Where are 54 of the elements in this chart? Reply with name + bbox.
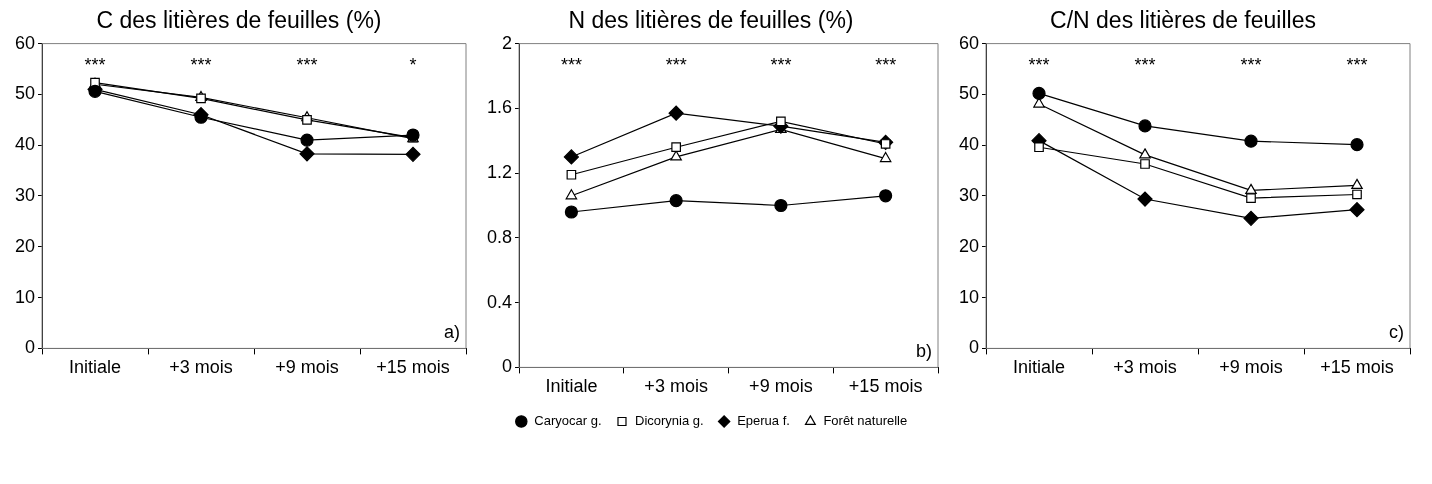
annotation: *** [875, 54, 897, 75]
annotation: *** [296, 54, 318, 75]
y-tick-label: 0 [969, 337, 980, 358]
y-tick-label: 60 [14, 32, 36, 53]
annotation: c) [1389, 322, 1404, 343]
annotation: *** [665, 54, 687, 75]
x-tick-label: +3 mois [169, 357, 233, 378]
y-tick-label: 0.4 [486, 291, 513, 312]
y-tick-label: 50 [14, 83, 36, 104]
annotation: *** [560, 54, 582, 75]
y-tick-label: 10 [14, 286, 36, 307]
y-tick-label: 30 [958, 184, 980, 205]
x-tick-label: +3 mois [644, 376, 708, 397]
chart-title: N des litières de feuilles (%) [568, 7, 854, 34]
x-tick-label: Initiale [69, 357, 122, 378]
x-tick-label: Initiale [545, 376, 598, 397]
y-tick-label: 20 [14, 235, 36, 256]
y-tick-label: 20 [958, 235, 980, 256]
x-tick-label: +15 mois [376, 357, 450, 378]
y-tick-label: 40 [958, 134, 980, 155]
y-tick-label: 10 [958, 286, 980, 307]
annotation: *** [1134, 54, 1156, 75]
y-tick-label: 40 [14, 134, 36, 155]
legend-label: Eperua f. [737, 413, 790, 429]
chart-title: C/N des litières de feuilles [1050, 7, 1316, 34]
x-tick-label: +9 mois [1219, 357, 1283, 378]
x-tick-label: +15 mois [1320, 357, 1394, 378]
legend-label: Caryocar g. [534, 413, 602, 429]
y-tick-label: 0 [25, 337, 36, 358]
y-tick-label: 2 [502, 32, 513, 53]
y-tick-label: 50 [958, 83, 980, 104]
annotation: *** [770, 54, 792, 75]
annotation: *** [84, 54, 106, 75]
legend-label: Forêt naturelle [823, 413, 908, 429]
x-tick-label: +9 mois [749, 376, 813, 397]
chart-title: C des litières de feuilles (%) [96, 7, 382, 34]
annotation: *** [190, 54, 212, 75]
annotation: *** [1240, 54, 1262, 75]
y-tick-label: 0.8 [486, 226, 513, 247]
annotation: a) [443, 322, 460, 343]
legend-label: Dicorynia g. [634, 413, 704, 429]
x-tick-label: +9 mois [275, 357, 339, 378]
y-tick-label: 60 [958, 32, 980, 53]
x-tick-label: +3 mois [1113, 357, 1177, 378]
annotation: * [409, 54, 417, 75]
y-tick-label: 1.6 [486, 97, 513, 118]
annotation: b) [915, 341, 932, 362]
x-tick-label: +15 mois [848, 376, 923, 397]
x-tick-label: Initiale [1013, 357, 1066, 378]
y-tick-label: 0 [502, 356, 513, 377]
annotation: *** [1346, 54, 1368, 75]
annotation: *** [1028, 54, 1050, 75]
y-tick-label: 30 [14, 184, 36, 205]
y-tick-label: 1.2 [486, 162, 513, 183]
